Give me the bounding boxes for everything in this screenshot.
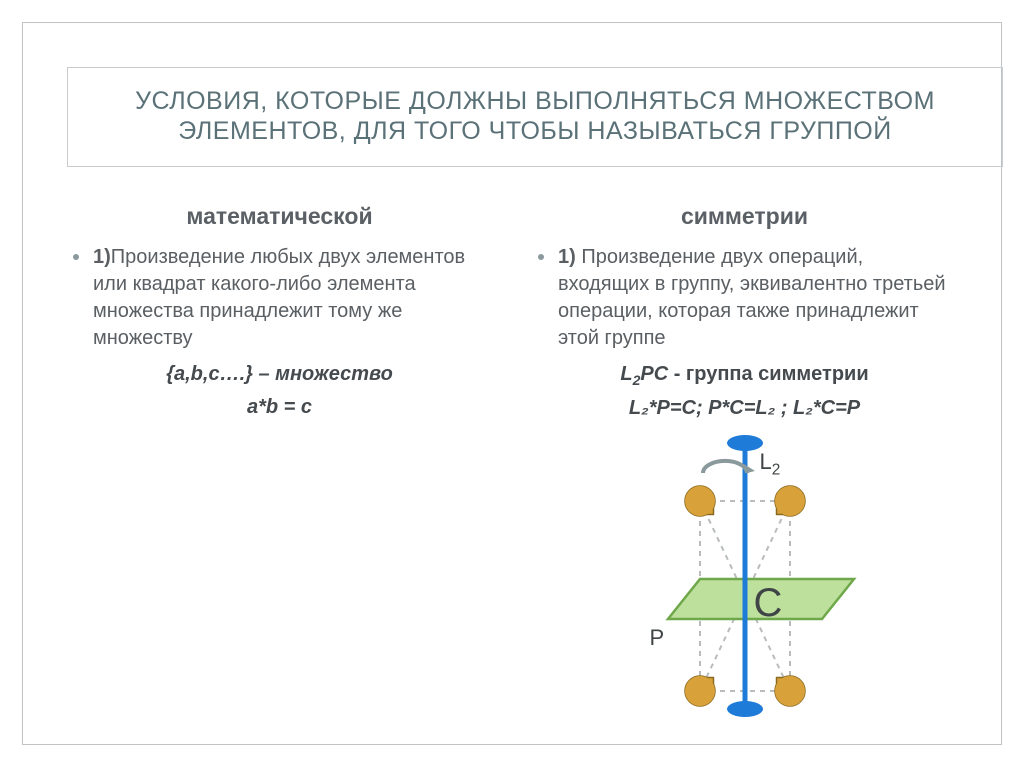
- right-formula-2: L₂*P=C; P*C=L₂ ; L₂*C=P: [532, 394, 957, 423]
- left-bullet-body: Произведение любых двух элементов или кв…: [93, 246, 465, 349]
- right-bullet-body: Произведение двух операций, входящих в г…: [558, 246, 946, 349]
- left-bullet: 1)Произведение любых двух элементов или …: [67, 244, 492, 352]
- right-column: симметрии 1) Произведение двух операций,…: [532, 203, 957, 721]
- slide-title: УСЛОВИЯ, КОТОРЫЕ ДОЛЖНЫ ВЫПОЛНЯТЬСЯ МНОЖ…: [92, 86, 978, 146]
- right-formula-1: L2PC - группа симметрии: [532, 360, 957, 390]
- left-formula-2: a*b = c: [67, 393, 492, 422]
- f1-pre: L: [620, 363, 632, 385]
- columns: математической 1)Произведение любых двух…: [67, 203, 957, 721]
- title-box: УСЛОВИЯ, КОТОРЫЕ ДОЛЖНЫ ВЫПОЛНЯТЬСЯ МНОЖ…: [67, 67, 1003, 167]
- left-heading: математической: [67, 203, 492, 230]
- symmetry-diagram: L2 P C: [610, 431, 880, 721]
- label-L2-sub: 2: [772, 462, 781, 479]
- label-L2-text: L: [760, 449, 772, 474]
- diagram-svg: [610, 431, 880, 721]
- bullet-dot-icon: [538, 254, 544, 260]
- left-formula-1: {a,b,c….} – множество: [67, 360, 492, 389]
- left-bullet-num: 1): [93, 246, 111, 268]
- right-bullet-text: 1) Произведение двух операций, входящих …: [558, 244, 957, 352]
- label-L2: L2: [760, 449, 781, 479]
- slide-frame: УСЛОВИЯ, КОТОРЫЕ ДОЛЖНЫ ВЫПОЛНЯТЬСЯ МНОЖ…: [22, 22, 1002, 745]
- right-bullet: 1) Произведение двух операций, входящих …: [532, 244, 957, 352]
- f1-plain: - группа симметрии: [668, 363, 869, 385]
- right-heading: симметрии: [532, 203, 957, 230]
- right-bullet-num: 1): [558, 246, 576, 268]
- label-C: C: [754, 581, 783, 626]
- left-bullet-text: 1)Произведение любых двух элементов или …: [93, 244, 492, 352]
- left-column: математической 1)Произведение любых двух…: [67, 203, 492, 721]
- f1-post: PC: [640, 363, 668, 385]
- label-P: P: [650, 625, 665, 651]
- bullet-dot-icon: [73, 254, 79, 260]
